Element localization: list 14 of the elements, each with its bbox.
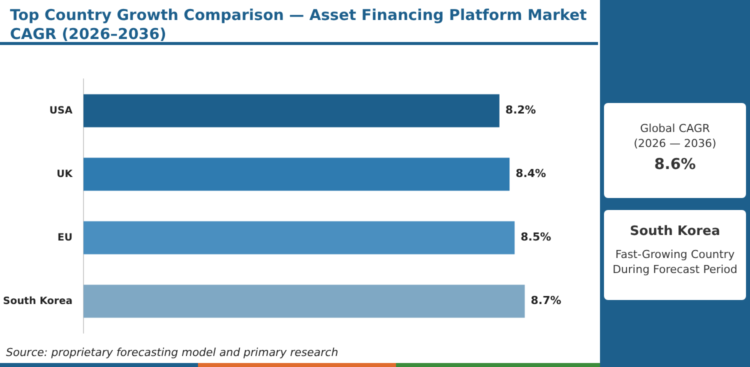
- text: Global CAGR (2026 — 2036): [632, 121, 718, 151]
- y-tick-label: UK: [56, 168, 74, 180]
- y-tick-label: EU: [58, 232, 72, 244]
- data-label: 8.2%: [505, 104, 536, 117]
- y-tick-label: South Korea: [2, 296, 72, 307]
- text: Fast-Growing Country During Forecast Period: [612, 247, 738, 277]
- data-label: 8.5%: [520, 230, 552, 244]
- y-tick-label: USA: [49, 105, 73, 116]
- chart-title: Top Country Growth Comparison — Asset Financing Platform Market CAGR (2026–2036): [10, 6, 588, 44]
- source-note: Source: proprietary forecasting model and primary research: [6, 346, 338, 359]
- text: South Korea: [628, 224, 722, 239]
- text: 8.6%: [653, 155, 697, 173]
- data-label: 8.4%: [516, 167, 546, 180]
- data-label: 8.7%: [530, 294, 562, 308]
